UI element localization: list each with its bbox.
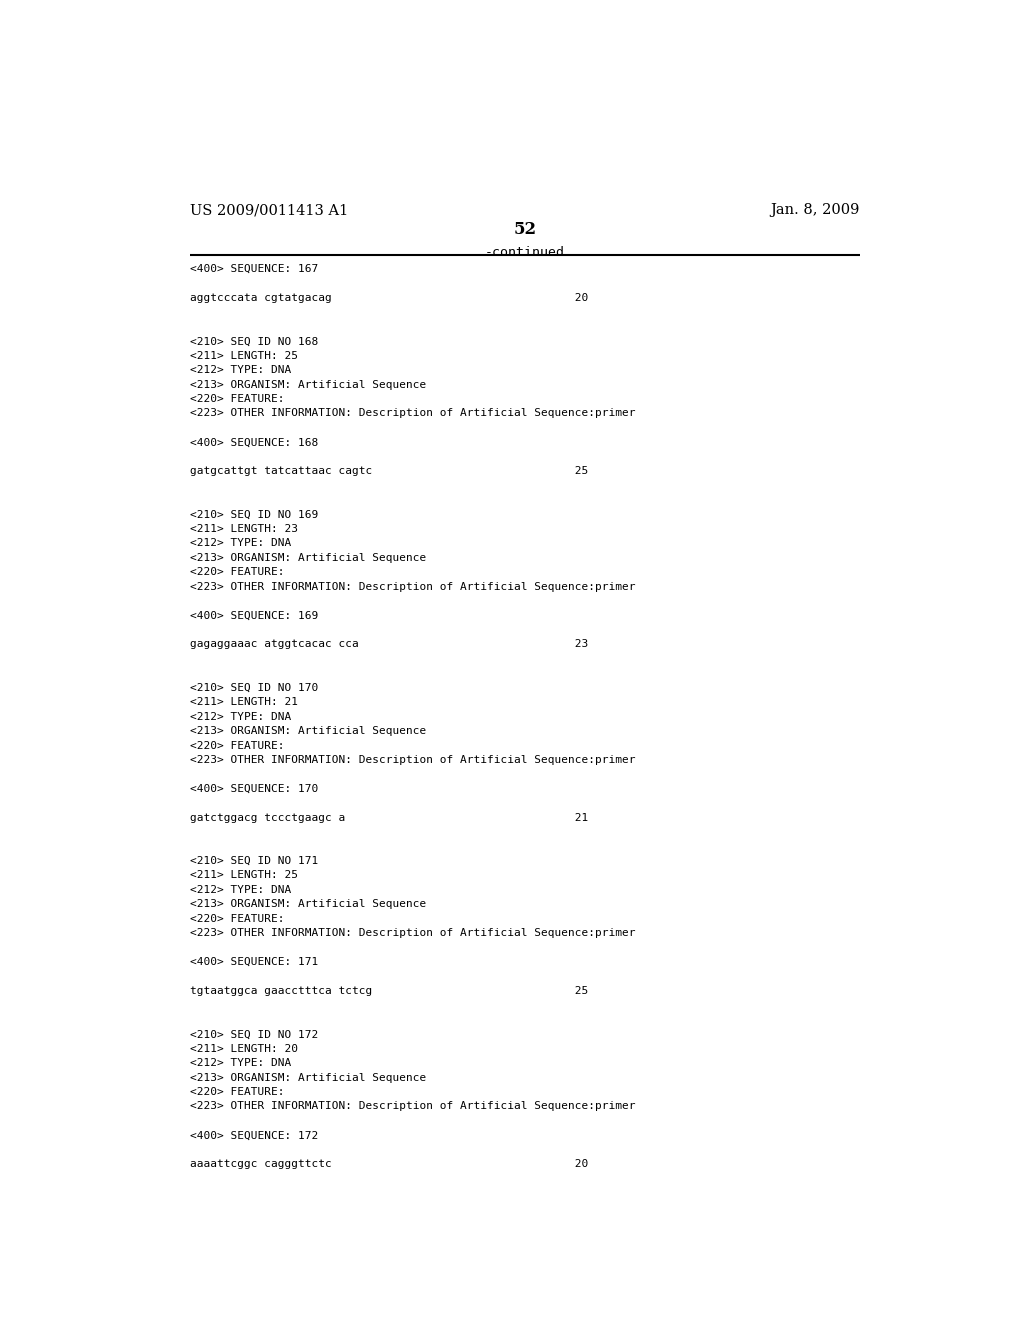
Text: <210> SEQ ID NO 172: <210> SEQ ID NO 172: [189, 1030, 318, 1039]
Text: <211> LENGTH: 25: <211> LENGTH: 25: [189, 351, 298, 360]
Text: <400> SEQUENCE: 172: <400> SEQUENCE: 172: [189, 1130, 318, 1140]
Text: <213> ORGANISM: Artificial Sequence: <213> ORGANISM: Artificial Sequence: [189, 553, 426, 562]
Text: <400> SEQUENCE: 169: <400> SEQUENCE: 169: [189, 611, 318, 620]
Text: <223> OTHER INFORMATION: Description of Artificial Sequence:primer: <223> OTHER INFORMATION: Description of …: [189, 928, 636, 939]
Text: <213> ORGANISM: Artificial Sequence: <213> ORGANISM: Artificial Sequence: [189, 1073, 426, 1082]
Text: <220> FEATURE:: <220> FEATURE:: [189, 395, 285, 404]
Text: <223> OTHER INFORMATION: Description of Artificial Sequence:primer: <223> OTHER INFORMATION: Description of …: [189, 408, 636, 418]
Text: <210> SEQ ID NO 170: <210> SEQ ID NO 170: [189, 682, 318, 693]
Text: <211> LENGTH: 21: <211> LENGTH: 21: [189, 697, 298, 708]
Text: <223> OTHER INFORMATION: Description of Artificial Sequence:primer: <223> OTHER INFORMATION: Description of …: [189, 755, 636, 766]
Text: 52: 52: [513, 222, 537, 239]
Text: -continued: -continued: [484, 246, 565, 259]
Text: aaaattcggc cagggttctc                                    20: aaaattcggc cagggttctc 20: [189, 1159, 588, 1170]
Text: <210> SEQ ID NO 171: <210> SEQ ID NO 171: [189, 857, 318, 866]
Text: <400> SEQUENCE: 170: <400> SEQUENCE: 170: [189, 784, 318, 793]
Text: <213> ORGANISM: Artificial Sequence: <213> ORGANISM: Artificial Sequence: [189, 726, 426, 737]
Text: <211> LENGTH: 25: <211> LENGTH: 25: [189, 870, 298, 880]
Text: <400> SEQUENCE: 171: <400> SEQUENCE: 171: [189, 957, 318, 968]
Text: gagaggaaac atggtcacac cca                                23: gagaggaaac atggtcacac cca 23: [189, 639, 588, 649]
Text: <223> OTHER INFORMATION: Description of Artificial Sequence:primer: <223> OTHER INFORMATION: Description of …: [189, 582, 636, 591]
Text: <400> SEQUENCE: 168: <400> SEQUENCE: 168: [189, 437, 318, 447]
Text: <212> TYPE: DNA: <212> TYPE: DNA: [189, 711, 291, 722]
Text: <223> OTHER INFORMATION: Description of Artificial Sequence:primer: <223> OTHER INFORMATION: Description of …: [189, 1101, 636, 1111]
Text: <213> ORGANISM: Artificial Sequence: <213> ORGANISM: Artificial Sequence: [189, 380, 426, 389]
Text: <220> FEATURE:: <220> FEATURE:: [189, 568, 285, 577]
Text: <212> TYPE: DNA: <212> TYPE: DNA: [189, 884, 291, 895]
Text: US 2009/0011413 A1: US 2009/0011413 A1: [189, 203, 348, 216]
Text: <400> SEQUENCE: 167: <400> SEQUENCE: 167: [189, 264, 318, 275]
Text: gatgcattgt tatcattaac cagtc                              25: gatgcattgt tatcattaac cagtc 25: [189, 466, 588, 477]
Text: <220> FEATURE:: <220> FEATURE:: [189, 1088, 285, 1097]
Text: <213> ORGANISM: Artificial Sequence: <213> ORGANISM: Artificial Sequence: [189, 899, 426, 909]
Text: <211> LENGTH: 20: <211> LENGTH: 20: [189, 1044, 298, 1053]
Text: <220> FEATURE:: <220> FEATURE:: [189, 913, 285, 924]
Text: <220> FEATURE:: <220> FEATURE:: [189, 741, 285, 751]
Text: Jan. 8, 2009: Jan. 8, 2009: [770, 203, 860, 216]
Text: <212> TYPE: DNA: <212> TYPE: DNA: [189, 366, 291, 375]
Text: <212> TYPE: DNA: <212> TYPE: DNA: [189, 1059, 291, 1068]
Text: <210> SEQ ID NO 168: <210> SEQ ID NO 168: [189, 337, 318, 346]
Text: tgtaatggca gaacctttca tctcg                              25: tgtaatggca gaacctttca tctcg 25: [189, 986, 588, 997]
Text: gatctggacg tccctgaagc a                                  21: gatctggacg tccctgaagc a 21: [189, 813, 588, 822]
Text: <212> TYPE: DNA: <212> TYPE: DNA: [189, 539, 291, 548]
Text: <210> SEQ ID NO 169: <210> SEQ ID NO 169: [189, 510, 318, 520]
Text: <211> LENGTH: 23: <211> LENGTH: 23: [189, 524, 298, 535]
Text: aggtcccata cgtatgacag                                    20: aggtcccata cgtatgacag 20: [189, 293, 588, 304]
